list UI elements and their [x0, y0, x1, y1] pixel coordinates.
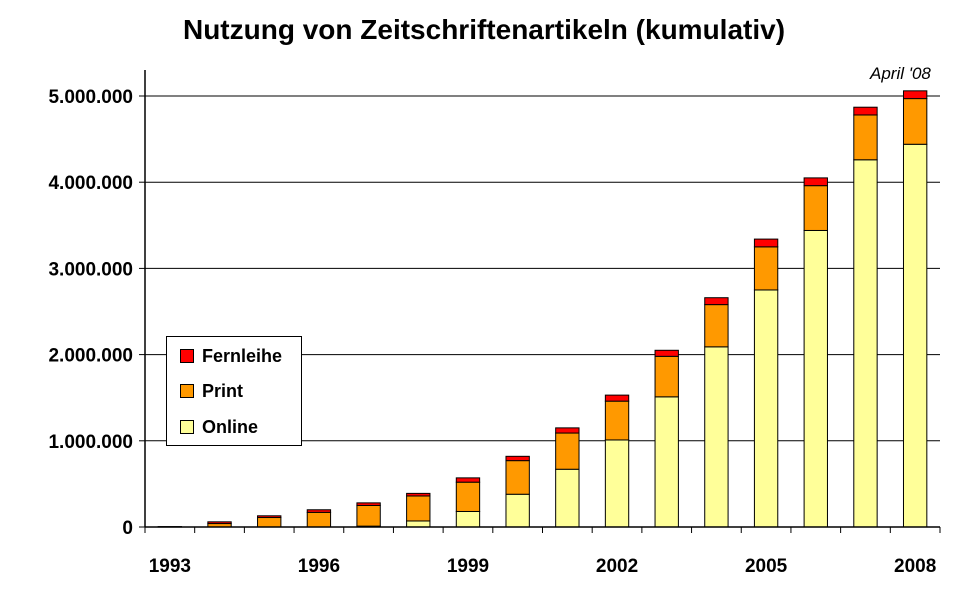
x-axis-ticks: 1993 1996 1999 2002 2005 2008: [144, 527, 941, 577]
bar-fernleihe-1995: [257, 515, 282, 519]
bar-fernleihe-1996: [306, 509, 332, 513]
bar-online-2008: [902, 143, 928, 528]
y-axis-ticks: 0 1.000.000 2.000.000 3.000.000 4.000.000 5.0…: [48, 87, 145, 539]
y-tick-label: 1.000.000: [48, 432, 133, 453]
bar-online-2007: [853, 159, 878, 528]
bar-online-2000: [505, 493, 530, 528]
x-tick-label: 1993: [149, 556, 191, 577]
bar-print-2001: [555, 432, 580, 470]
bar-online-2001: [555, 468, 580, 528]
bar-fernleihe-2004: [704, 297, 729, 306]
bar-online-1999: [455, 510, 481, 528]
bar-print-2000: [505, 460, 530, 495]
legend: Fernleihe Print Online: [166, 336, 302, 446]
bar-online-2005: [753, 289, 779, 528]
chart-title: Nutzung von Zeitschriftenartikeln (kumul…: [182, 14, 786, 45]
bar-print-1995: [257, 517, 282, 528]
y-tick-label: 3.000.000: [48, 259, 133, 280]
bar-fernleihe-1994: [207, 521, 232, 525]
legend-item-print: Print: [180, 380, 243, 402]
bar-fernleihe-2000: [505, 455, 530, 462]
bar-print-2006: [803, 185, 828, 231]
legend-swatch-online: [180, 420, 194, 434]
y-tick-label: 4.000.000: [48, 173, 133, 194]
bar-fernleihe-1999: [455, 477, 481, 483]
bar-fernleihe-2001: [555, 427, 580, 434]
bar-print-1998: [406, 495, 431, 522]
bar-fernleihe-2008: [902, 90, 928, 100]
legend-item-online: Online: [180, 416, 258, 438]
bar-fernleihe-2006: [803, 177, 828, 187]
bar-print-2008: [902, 98, 928, 145]
legend-swatch-print: [180, 384, 194, 398]
bar-print-1997: [356, 504, 381, 527]
bar-print-1999: [455, 481, 481, 512]
bar-print-1996: [306, 511, 332, 528]
legend-item-fernleihe: Fernleihe: [180, 345, 282, 367]
bar-fernleihe-2002: [604, 394, 630, 402]
bar-online-2002: [604, 439, 630, 528]
bar-fernleihe-1998: [406, 492, 431, 497]
bar-fernleihe-1997: [356, 502, 381, 506]
legend-label-online: Online: [202, 416, 259, 437]
x-tick-label: 2008: [894, 556, 936, 577]
bar-print-2002: [604, 400, 630, 441]
x-tick-label: 2005: [745, 556, 788, 577]
bar-online-2004: [704, 346, 729, 528]
x-tick-label: 1996: [298, 556, 340, 577]
y-tick-label: 5.000.000: [48, 87, 133, 108]
bar-fernleihe-2005: [753, 238, 779, 248]
bar-fernleihe-2003: [654, 349, 679, 357]
bar-print-2007: [853, 114, 878, 161]
bar-online-1998: [406, 520, 431, 528]
bar-online-2003: [654, 396, 679, 528]
legend-swatch-fernleihe: [180, 349, 194, 363]
x-tick-label: 2002: [596, 556, 638, 577]
bar-online-2006: [803, 229, 828, 528]
y-tick-label: 0: [122, 518, 133, 539]
bar-print-2003: [654, 355, 679, 398]
bar-print-2005: [753, 246, 779, 291]
y-tick-label: 2.000.000: [48, 346, 133, 367]
bars: [157, 90, 928, 528]
x-tick-label: 1999: [447, 556, 489, 577]
chart-annotation: April '08: [870, 64, 931, 83]
bar-fernleihe-2007: [853, 106, 878, 116]
legend-label-fernleihe: Fernleihe: [202, 345, 283, 366]
legend-label-print: Print: [202, 380, 244, 401]
bar-print-2004: [704, 304, 729, 348]
